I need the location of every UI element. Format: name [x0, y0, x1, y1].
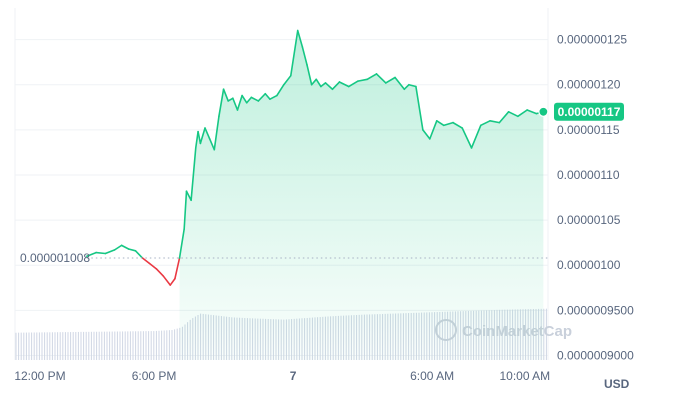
- price-line-segment: [227, 97, 234, 102]
- price-line-segment: [517, 109, 528, 118]
- price-line-segment: [384, 76, 396, 84]
- price-line: [86, 29, 549, 286]
- price-line-segment: [375, 73, 387, 84]
- current-price-label: 0.00000117: [558, 105, 621, 119]
- x-tick-label: 12:00 PM: [14, 369, 65, 383]
- price-line-segment: [301, 46, 308, 66]
- price-line-segment: [95, 251, 107, 255]
- price-line-segment: [241, 94, 248, 104]
- price-line-segment: [194, 130, 199, 149]
- price-line-segment: [315, 78, 322, 88]
- price-line-segment: [264, 92, 271, 100]
- price-line-segment: [236, 94, 243, 111]
- y-tick-label: 0.0000009500: [557, 303, 634, 317]
- price-line-segment: [113, 244, 123, 251]
- current-price-point: [538, 106, 549, 117]
- price-line-segment: [204, 127, 211, 140]
- price-line-segment: [331, 81, 341, 91]
- price-line-segment: [429, 120, 438, 140]
- y-tick-label: 0.00000115: [557, 123, 620, 137]
- price-line-segment: [104, 249, 116, 255]
- price-line-segment: [169, 277, 176, 286]
- open-price-label: 0.000001008: [20, 251, 90, 265]
- price-line-segment: [120, 244, 130, 250]
- price-line-segment: [199, 127, 206, 145]
- price-line-segment: [461, 127, 473, 149]
- price-line-segment: [222, 88, 229, 102]
- price-line-segment: [213, 115, 220, 151]
- price-line-segment: [197, 130, 202, 145]
- y-tick-label: 0.000000125: [557, 33, 627, 47]
- y-tick-label: 0.00000105: [557, 213, 621, 227]
- price-line-segment: [347, 80, 359, 88]
- price-line-segment: [306, 64, 313, 86]
- price-line-segment: [276, 83, 285, 97]
- price-line-segment: [422, 129, 431, 140]
- x-tick-label: 6:00 AM: [410, 369, 454, 383]
- price-line-segment: [178, 228, 185, 259]
- price-line-segment: [283, 74, 292, 86]
- price-line-segment: [134, 249, 144, 259]
- price-area-fill: [179, 30, 544, 361]
- price-line-segment: [489, 120, 501, 124]
- price-line-segment: [452, 121, 464, 129]
- x-tick-label: 6:00 PM: [132, 369, 177, 383]
- y-axis: 0.000000125 0.00000120 0.00000115 0.0000011…: [554, 33, 634, 362]
- price-line-segment: [155, 268, 165, 277]
- price-line-segment: [86, 251, 97, 258]
- price-line-segment: [289, 29, 299, 77]
- price-line-segment: [403, 83, 410, 91]
- y-tick-label: 0.00000120: [557, 78, 621, 92]
- price-line-segment: [320, 82, 327, 88]
- price-line-segment: [250, 96, 260, 102]
- x-axis: 12:00 PM 6:00 PM 7 6:00 AM 10:00 AM: [14, 369, 550, 383]
- price-line-segment: [296, 29, 304, 48]
- price-line-segment: [208, 138, 216, 151]
- price-line-segment: [245, 96, 253, 104]
- price-area: [179, 30, 544, 361]
- price-line-segment: [415, 85, 424, 131]
- y-tick-label: 0.00000110: [557, 168, 620, 182]
- y-tick-label: 0.0000009000: [557, 348, 634, 362]
- price-line-segment: [162, 275, 172, 286]
- price-line-segment: [526, 109, 538, 115]
- price-line-segment: [218, 88, 225, 118]
- y-tick-label: 0.00000100: [557, 258, 621, 272]
- price-line-segment: [127, 248, 137, 252]
- price-line-segment: [394, 76, 406, 91]
- price-line-segment: [185, 190, 192, 202]
- price-line-segment: [366, 73, 378, 81]
- open-price-line: 0.000001008: [20, 251, 548, 265]
- price-line-segment: [470, 124, 482, 149]
- price-line-segment: [479, 120, 491, 127]
- price-line-segment: [257, 92, 267, 102]
- price-line-segment: [324, 82, 334, 91]
- price-line-segment: [190, 147, 197, 202]
- price-line-segment: [310, 78, 318, 86]
- price-line-segment: [269, 94, 278, 100]
- current-price-badge: [554, 102, 624, 121]
- x-tick-label: 10:00 AM: [499, 369, 550, 383]
- price-line-segment: [174, 257, 181, 280]
- price-line-segment: [498, 110, 510, 124]
- price-line-segment: [357, 78, 369, 82]
- price-line-segment: [148, 262, 158, 270]
- price-line-segment: [507, 110, 519, 118]
- price-line-segment: [141, 257, 151, 265]
- price-line-segment: [338, 81, 350, 88]
- x-tick-label: 7: [290, 369, 297, 383]
- price-line-segment: [442, 121, 454, 127]
- currency-label: USD: [604, 377, 630, 391]
- price-line-segment: [408, 83, 417, 88]
- price-line-segment: [183, 190, 188, 230]
- price-line-segment: [232, 97, 239, 111]
- price-line-segment: [435, 120, 445, 127]
